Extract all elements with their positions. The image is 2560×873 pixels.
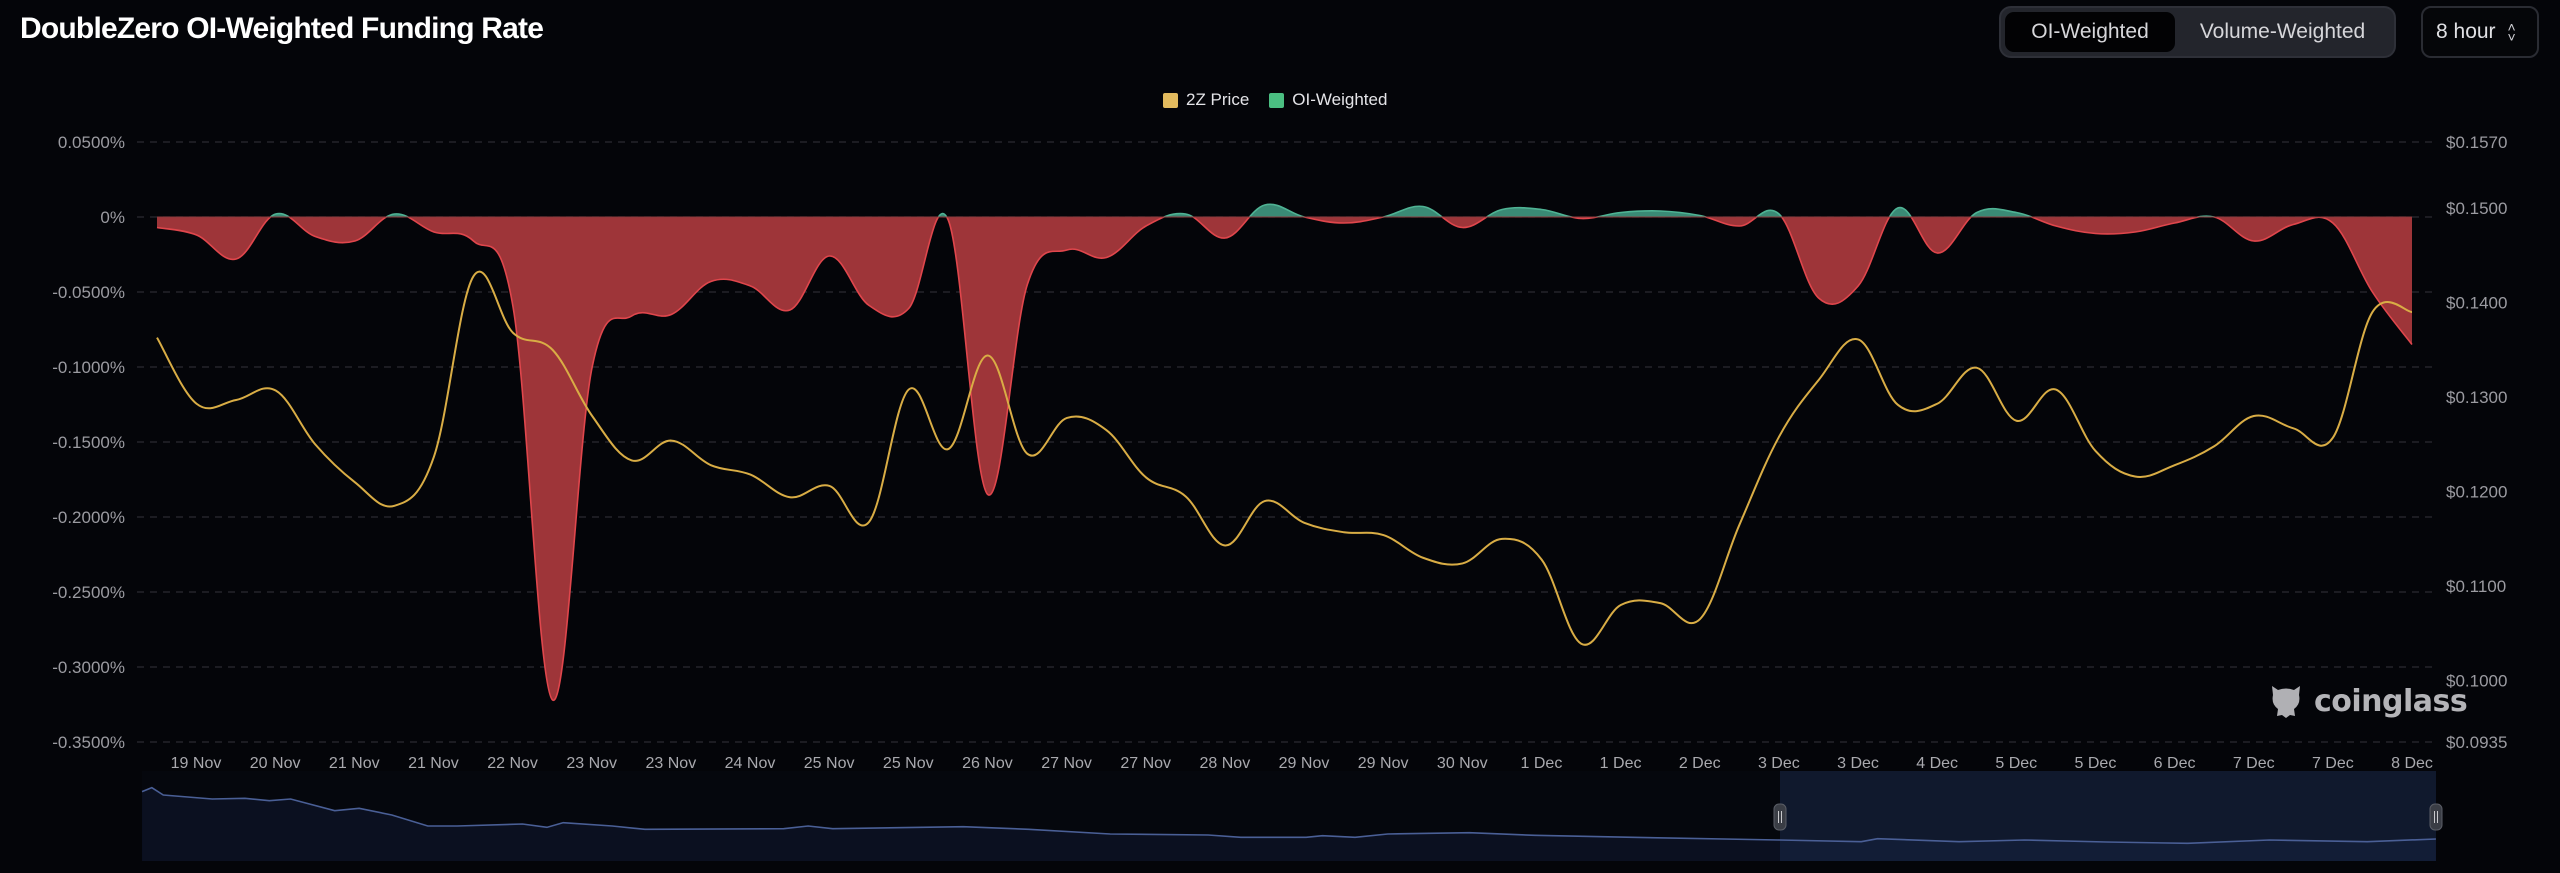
legend-swatch-oi-weighted — [1269, 92, 1285, 108]
y-left-tick-label: -0.1000% — [52, 358, 125, 377]
coinglass-watermark: coinglass — [2268, 682, 2468, 720]
page-title: DoubleZero OI-Weighted Funding Rate — [20, 12, 544, 45]
legend-label-price: 2Z Price — [1186, 90, 1250, 109]
x-tick-label: 19 Nov — [171, 755, 222, 772]
x-tick-label: 4 Dec — [1916, 755, 1958, 772]
positive-funding-line — [269, 203, 2324, 217]
positive-funding-area — [157, 204, 2412, 217]
legend-label-oi-weighted: OI-Weighted — [1292, 90, 1388, 109]
x-tick-label: 7 Dec — [2233, 755, 2275, 772]
x-tick-label: 25 Nov — [804, 755, 855, 772]
x-tick-label: 8 Dec — [2391, 755, 2433, 772]
x-tick-label: 23 Nov — [566, 755, 617, 772]
x-tick-label: 5 Dec — [1995, 755, 2037, 772]
negative-funding-area — [157, 217, 2412, 701]
x-tick-label: 29 Nov — [1358, 755, 1409, 772]
y-left-tick-label: -0.1500% — [52, 433, 125, 452]
x-tick-label: 23 Nov — [646, 755, 697, 772]
x-tick-label: 24 Nov — [725, 755, 776, 772]
x-tick-label: 26 Nov — [962, 755, 1013, 772]
x-axis: 19 Nov 20 Nov 21 Nov 21 Nov 22 Nov 23 Nov 23 N… — [171, 755, 2433, 772]
y-right-tick-label: $0.1200 — [2446, 483, 2507, 502]
y-left-tick-label: 0.0500% — [58, 133, 125, 152]
y-axis-right: $0.1570 $0.1500 $0.1400 $0.1300 $0.1200 $0.11… — [2446, 133, 2507, 752]
navigator-line — [141, 786, 2436, 845]
x-tick-label: 25 Nov — [883, 755, 934, 772]
x-tick-label: 22 Nov — [487, 755, 538, 772]
legend-swatch-price — [1163, 92, 1178, 108]
x-tick-label: 27 Nov — [1120, 755, 1171, 772]
chart-legend: 2Z Price OI-Weighted — [1163, 90, 1407, 110]
y-right-tick-label: $0.1100 — [2446, 577, 2506, 596]
x-tick-label: 1 Dec — [1521, 755, 1563, 772]
y-left-tick-label: -0.2500% — [52, 583, 125, 602]
chevron-up-down-icon: ˄ ˅ — [2507, 19, 2516, 45]
y-right-tick-label: $0.1300 — [2446, 388, 2507, 407]
interval-value: 8 hour — [2436, 20, 2496, 43]
navigator-selection — [1780, 771, 2436, 861]
x-tick-label: 7 Dec — [2312, 755, 2354, 772]
volume-weighted-tab[interactable]: Volume-Weighted — [2199, 20, 2366, 43]
negative-funding-line — [156, 217, 2413, 701]
navigator-right-handle[interactable] — [2429, 803, 2443, 831]
x-tick-label: 1 Dec — [1600, 755, 1642, 772]
y-left-tick-label: -0.3000% — [52, 658, 125, 677]
weighting-toggle: OI-Weighted Volume-Weighted — [1999, 6, 2396, 58]
x-tick-label: 29 Nov — [1279, 755, 1330, 772]
y-right-tick-label: $0.1000 — [2446, 672, 2507, 691]
y-right-tick-label: $0.1500 — [2446, 199, 2507, 218]
price-line — [156, 270, 2413, 646]
watermark-text: coinglass — [2314, 683, 2468, 719]
price-series — [156, 270, 2413, 646]
oi-weighted-series — [156, 203, 2413, 701]
y-left-tick-label: 0% — [100, 208, 125, 227]
x-tick-label: 3 Dec — [1758, 755, 1800, 772]
x-tick-label: 3 Dec — [1837, 755, 1879, 772]
x-tick-label: 28 Nov — [1200, 755, 1251, 772]
x-tick-label: 2 Dec — [1679, 755, 1721, 772]
y-right-tick-label: $0.1570 — [2446, 133, 2507, 152]
range-navigator[interactable] — [141, 771, 2443, 861]
navigator-left-handle[interactable] — [1773, 803, 1787, 831]
x-tick-label: 6 Dec — [2154, 755, 2196, 772]
x-tick-label: 5 Dec — [2075, 755, 2117, 772]
x-tick-label: 21 Nov — [408, 755, 459, 772]
x-tick-label: 21 Nov — [329, 755, 380, 772]
y-left-tick-label: -0.0500% — [52, 283, 125, 302]
y-right-tick-label: $0.0935 — [2446, 733, 2507, 752]
legend-item-oi-weighted[interactable]: OI-Weighted — [1269, 90, 1387, 110]
x-tick-label: 30 Nov — [1437, 755, 1488, 772]
coinglass-logo-icon — [2272, 686, 2300, 718]
x-tick-label: 27 Nov — [1041, 755, 1092, 772]
legend-item-price[interactable]: 2Z Price — [1163, 90, 1249, 110]
y-right-tick-label: $0.1400 — [2446, 294, 2507, 313]
interval-select[interactable]: 8 hour ˄ ˅ — [2421, 6, 2539, 58]
oi-weighted-tab[interactable]: OI-Weighted — [2005, 12, 2175, 52]
x-tick-label: 20 Nov — [250, 755, 301, 772]
y-left-tick-label: -0.2000% — [52, 508, 125, 527]
y-axis-left: 0.0500% 0% -0.0500% -0.1000% -0.1500% -0.2000… — [52, 133, 125, 752]
y-left-tick-label: -0.3500% — [52, 733, 125, 752]
